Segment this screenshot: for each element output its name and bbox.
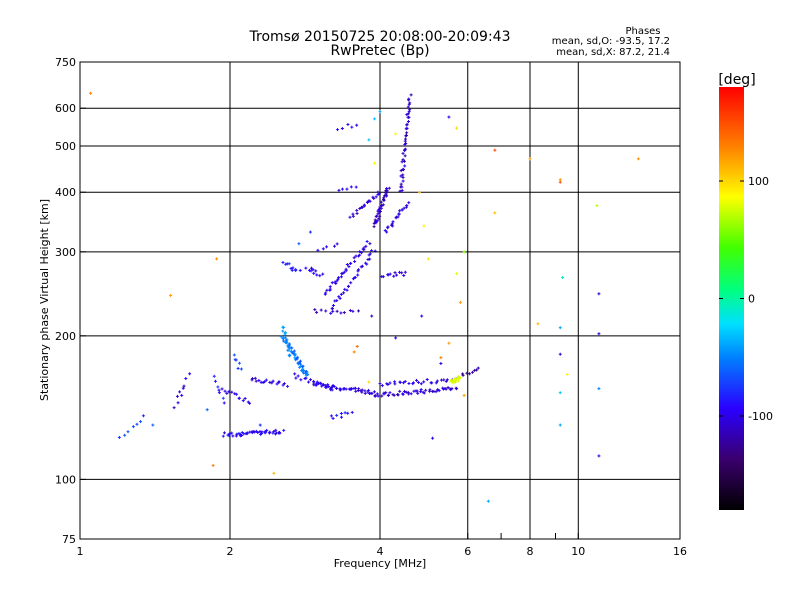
y-tick-label: 750 bbox=[55, 56, 76, 69]
colorbar-tick-label: -100 bbox=[748, 410, 773, 423]
y-tick-label: 75 bbox=[62, 533, 76, 546]
x-tick-label: 8 bbox=[527, 545, 534, 558]
x-tick-label: 6 bbox=[464, 545, 471, 558]
colorbar-tick-label: 0 bbox=[748, 293, 755, 306]
y-tick-label: 100 bbox=[55, 473, 76, 486]
y-tick-label: 200 bbox=[55, 330, 76, 343]
chart-subtitle: RwPretec (Bp) bbox=[330, 43, 429, 59]
y-tick-label: 400 bbox=[55, 186, 76, 199]
phases-x-stats: mean, sd,X: 87.2, 21.4 bbox=[556, 47, 670, 58]
y-axis-label: Stationary phase Virtual Height [km] bbox=[38, 199, 51, 401]
x-tick-label: 10 bbox=[571, 545, 585, 558]
chart-title: Tromsø 20150725 20:08:00-20:09:43 bbox=[249, 29, 511, 45]
data-points bbox=[89, 91, 640, 503]
x-tick-label: 1 bbox=[77, 545, 84, 558]
x-tick-label: 16 bbox=[673, 545, 687, 558]
x-axis-label: Frequency [MHz] bbox=[334, 557, 426, 570]
y-tick-label: 600 bbox=[55, 102, 76, 115]
phases-o-stats: mean, sd,O: -93.5, 17.2 bbox=[552, 36, 670, 47]
y-tick-label: 300 bbox=[55, 246, 76, 259]
x-tick-label: 4 bbox=[377, 545, 384, 558]
colorbar bbox=[719, 87, 744, 510]
colorbar-label: [deg] bbox=[718, 72, 755, 88]
x-tick-label: 2 bbox=[227, 545, 234, 558]
y-axis-ticks: 75 100 200 300 400 500 600 750 bbox=[55, 56, 86, 546]
colorbar-ticks: 100 0 -100 bbox=[719, 175, 773, 423]
phases-heading: Phases bbox=[625, 26, 660, 37]
x-axis-ticks: 1 2 4 6 8 10 16 bbox=[77, 533, 687, 558]
colorbar-tick-label: 100 bbox=[748, 175, 769, 188]
grid-lines bbox=[80, 62, 680, 539]
y-tick-label: 500 bbox=[55, 140, 76, 153]
